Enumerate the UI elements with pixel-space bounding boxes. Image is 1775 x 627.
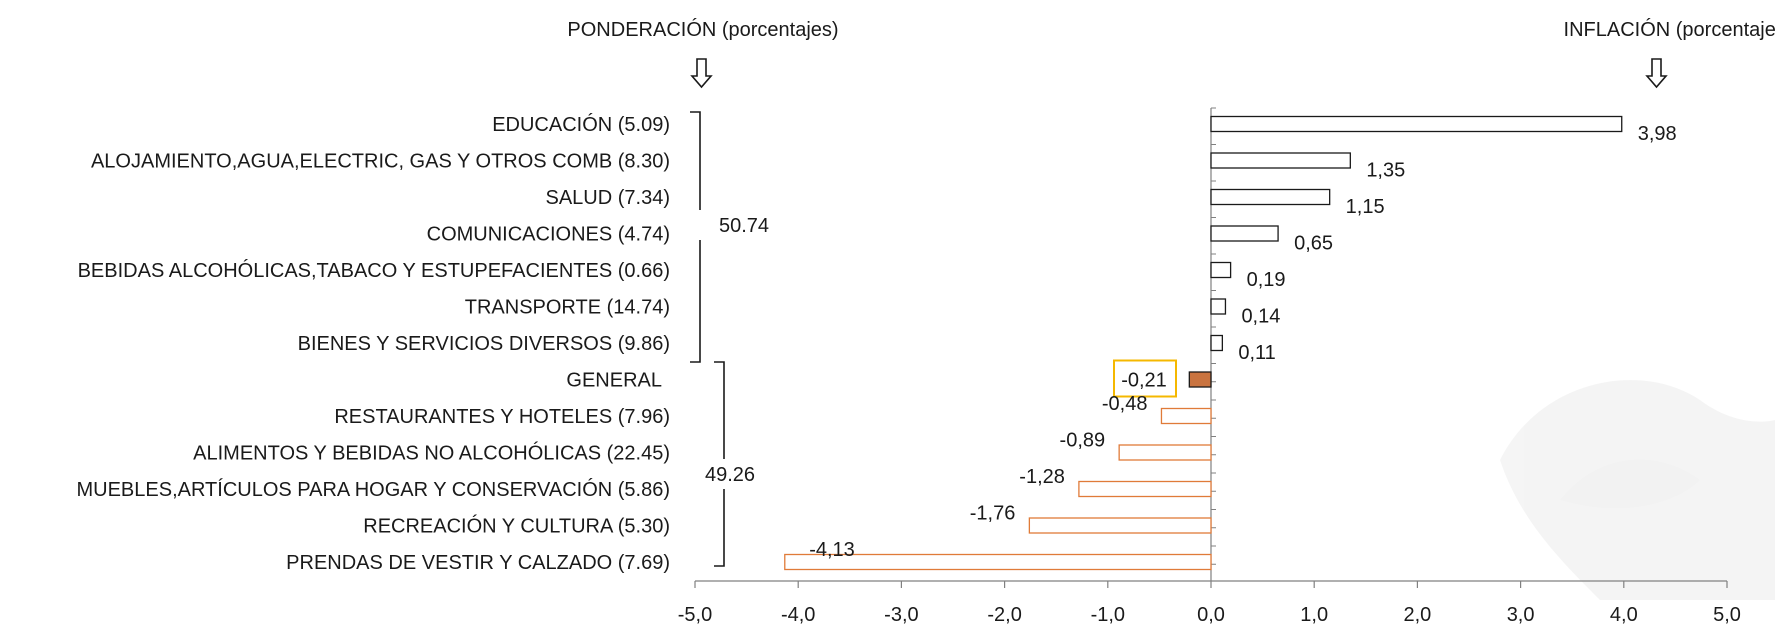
group-total-label: 50.74: [719, 215, 769, 237]
category-label: TRANSPORTE (14.74): [465, 297, 670, 319]
bar: [1028, 517, 1212, 534]
bar: [1188, 371, 1212, 388]
value-label: -0,48: [1102, 393, 1148, 415]
value-label: -0,21: [1121, 370, 1167, 392]
bar: [784, 553, 1212, 571]
x-tick-label: 5,0: [1713, 604, 1741, 626]
x-tick-label: -3,0: [884, 604, 918, 626]
value-label: -1,76: [970, 503, 1016, 525]
bracket-gap: [694, 210, 706, 240]
category-label: PRENDAS DE VESTIR Y CALZADO (7.69): [286, 552, 670, 574]
category-label: BEBIDAS ALCOHÓLICAS,TABACO Y ESTUPEFACIE…: [78, 259, 670, 282]
x-tick-label: -5,0: [678, 604, 712, 626]
x-tick-label: 4,0: [1610, 604, 1638, 626]
down-arrow-icon: [1645, 58, 1668, 89]
watermark-emblem: [1500, 380, 1775, 600]
group-total-label: 49.26: [705, 464, 755, 486]
x-tick-label: 0,0: [1197, 604, 1225, 626]
value-label: 0,19: [1247, 269, 1286, 291]
category-label: MUEBLES,ARTÍCULOS PARA HOGAR Y CONSERVAC…: [76, 478, 670, 501]
category-label: GENERAL: [566, 370, 662, 392]
value-label: -1,28: [1019, 466, 1065, 488]
value-label: 0,14: [1241, 306, 1280, 328]
category-label: RESTAURANTES Y HOTELES (7.96): [334, 406, 670, 428]
value-label: 1,35: [1366, 160, 1405, 182]
bar: [1210, 298, 1227, 315]
category-label: ALIMENTOS Y BEBIDAS NO ALCOHÓLICAS (22.4…: [193, 442, 670, 465]
category-label: RECREACIÓN Y CULTURA (5.30): [363, 515, 670, 538]
category-label: SALUD (7.34): [546, 187, 671, 209]
value-label: 1,15: [1346, 196, 1385, 218]
bar: [1078, 480, 1212, 498]
bar: [1210, 152, 1351, 169]
category-label: ALOJAMIENTO,AGUA,ELECTRIC, GAS Y OTROS C…: [91, 151, 670, 173]
bar: [1118, 444, 1212, 461]
value-label: -0,89: [1060, 430, 1106, 452]
x-tick-label: -4,0: [781, 604, 815, 626]
bar: [1160, 407, 1212, 425]
bar: [1210, 261, 1232, 279]
x-tick-label: -2,0: [987, 604, 1021, 626]
category-label: COMUNICACIONES (4.74): [427, 224, 670, 246]
bar: [1210, 115, 1623, 133]
bar: [1210, 188, 1331, 206]
x-tick-label: 2,0: [1403, 604, 1431, 626]
category-label: BIENES Y SERVICIOS DIVERSOS (9.86): [298, 333, 670, 355]
x-tick-label: 3,0: [1507, 604, 1535, 626]
bar: [1210, 225, 1279, 242]
category-label: EDUCACIÓN (5.09): [492, 113, 670, 136]
x-tick-label: -1,0: [1091, 604, 1125, 626]
x-tick-label: 1,0: [1300, 604, 1328, 626]
value-label: 0,65: [1294, 233, 1333, 255]
down-arrow-icon: [690, 58, 713, 89]
header-inflacion: INFLACIÓN (porcentajes): [1564, 18, 1775, 41]
header-ponderacion: PONDERACIÓN (porcentajes): [567, 18, 838, 41]
value-label: 0,11: [1238, 342, 1275, 364]
highlight-box: [1113, 359, 1177, 398]
bar: [1210, 334, 1224, 352]
value-label: -4,13: [809, 539, 855, 561]
value-label: 3,98: [1638, 123, 1677, 145]
bracket-gap: [718, 459, 730, 489]
